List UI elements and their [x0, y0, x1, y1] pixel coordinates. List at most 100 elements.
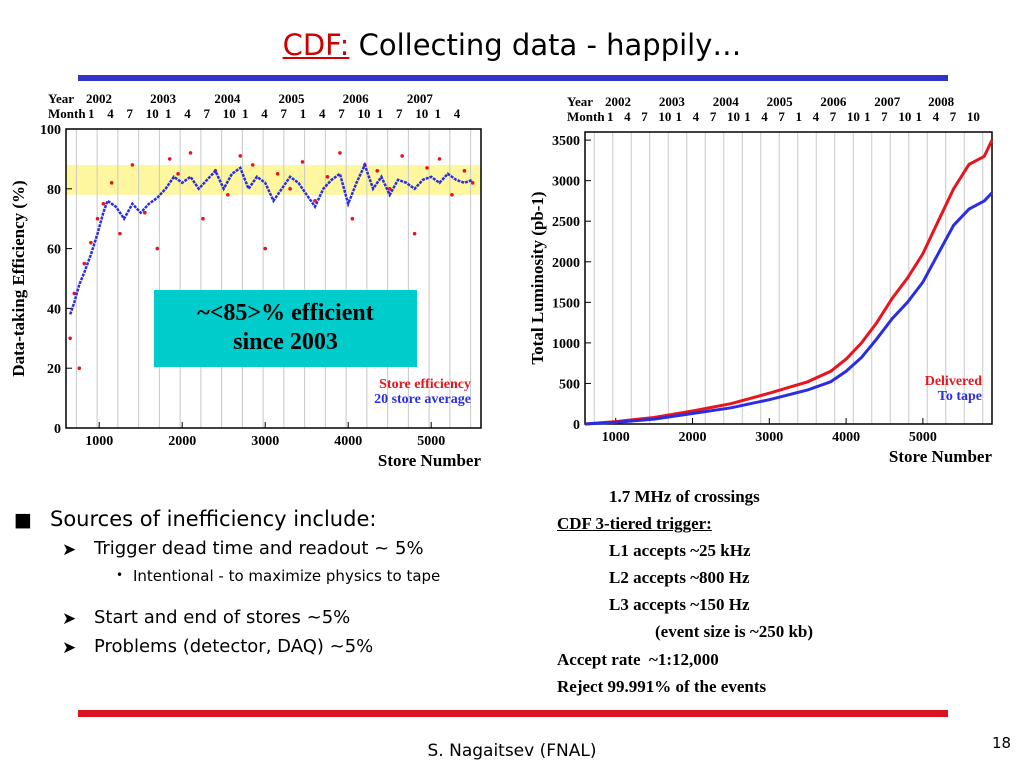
month-label: 4 [813, 109, 820, 124]
month-label: 1 [796, 109, 803, 124]
efficiency-point [450, 192, 454, 197]
month-label: 4 [761, 109, 768, 124]
arrow-bullet-icon: ➤ [62, 638, 77, 658]
month-label: 4 [184, 106, 191, 121]
y-axis-label: Data-taking Efficiency (%) [9, 180, 28, 376]
y-tick-label: 40 [47, 302, 61, 317]
efficiency-point [95, 216, 100, 221]
notes-l3: L3 accepts ~150 Hz [609, 595, 750, 614]
efficiency-point [77, 366, 82, 371]
x-tick-label: 1000 [85, 434, 113, 449]
series-line-secondary [69, 161, 474, 315]
efficiency-point [176, 172, 180, 176]
efficiency-point [263, 246, 268, 251]
arrow-bullet-icon: ➤ [62, 609, 77, 629]
notes-trigger-heading: CDF 3-tiered trigger: [557, 514, 712, 533]
series-line-primary [584, 139, 994, 426]
efficiency-point [68, 336, 72, 341]
x-tick-label: 4000 [334, 434, 362, 449]
y-tick-label: 80 [47, 183, 61, 198]
month-row-label: Month [48, 106, 86, 121]
x-tick-label: 4000 [832, 430, 860, 445]
efficiency-point [130, 163, 135, 167]
month-label: 7 [778, 109, 785, 124]
year-label: 2005 [767, 94, 794, 109]
month-label: 10 [658, 109, 671, 124]
month-label: 1 [864, 109, 871, 124]
efficiency-point [188, 151, 193, 155]
title-prefix: CDF: [282, 28, 350, 62]
title-rest: Collecting data - happily… [349, 28, 742, 62]
efficiency-point [375, 169, 380, 173]
y-tick-label: 2000 [552, 256, 580, 271]
month-label: 7 [338, 106, 345, 121]
month-label: 1 [88, 106, 95, 121]
month-label: 1 [377, 106, 384, 121]
bullet-square-icon: ■ [14, 509, 32, 531]
year-label: 2007 [874, 94, 901, 109]
month-label: 10 [146, 106, 159, 121]
efficiency-point [109, 181, 114, 185]
month-label: 7 [281, 106, 288, 121]
y-axis-label: Total Luminosity (pb-1) [528, 191, 547, 364]
footer-author: S. Nagaitsev (FNAL) [427, 741, 597, 761]
y-tick-label: 1000 [552, 337, 580, 352]
y-tick-label: 0 [54, 422, 61, 437]
efficiency-point [226, 192, 230, 197]
callout-line-1: ~<85>% efficient [197, 300, 374, 326]
callout-line-2: since 2003 [233, 329, 338, 355]
efficiency-point [118, 231, 122, 236]
year-label: 2002 [86, 91, 112, 106]
luminosity-chart: 0 500 1000 1500 2000 2500 3000 3500 1000 2000 3000… [528, 94, 994, 466]
month-label: 1 [676, 109, 683, 124]
month-label: 7 [950, 109, 957, 124]
month-label: 7 [710, 109, 717, 124]
notes-crossings: 1.7 MHz of crossings [609, 487, 760, 506]
y-tick-label: 3000 [552, 175, 580, 190]
month-label: 4 [693, 109, 700, 124]
month-label: 10 [415, 106, 428, 121]
series-line-secondary [584, 191, 994, 426]
efficiency-point [350, 216, 355, 221]
efficiency-point [288, 187, 292, 191]
efficiency-point [462, 169, 467, 173]
month-label: 7 [127, 106, 134, 121]
x-tick-label: 2000 [679, 430, 707, 445]
bullet-sub-2: Start and end of stores ~5% [94, 607, 351, 628]
year-label: 2004 [713, 94, 740, 109]
x-axis-label: Store Number [378, 451, 482, 470]
bullet-main: Sources of inefficiency include: [50, 507, 377, 531]
month-label: 7 [396, 106, 403, 121]
x-tick-label: 1000 [602, 430, 630, 445]
bullet-sub-3: Problems (detector, DAQ) ~5% [94, 636, 374, 657]
bottom-divider [78, 710, 948, 717]
year-label: 2006 [820, 94, 847, 109]
month-label: 10 [898, 109, 911, 124]
notes-accept-rate: Accept rate ~1:12,000 [557, 650, 719, 669]
efficiency-point [313, 198, 317, 203]
efficiency-point [412, 231, 417, 236]
month-label: 4 [454, 106, 461, 121]
efficiency-point [201, 216, 205, 221]
efficiency-point [325, 175, 330, 179]
efficiency-point [437, 157, 442, 161]
month-label: 1 [300, 106, 307, 121]
month-row-label: Month [567, 109, 605, 124]
y-tick-label: 0 [573, 418, 580, 433]
efficiency-point [250, 163, 255, 167]
target-band [66, 164, 481, 195]
y-tick-label: 100 [40, 123, 61, 138]
y-tick-label: 3500 [552, 134, 580, 149]
efficiency-point [155, 246, 160, 251]
top-divider [78, 75, 948, 81]
x-tick-label: 3000 [755, 430, 783, 445]
y-tick-label: 60 [47, 243, 61, 258]
x-tick-label: 2000 [168, 434, 196, 449]
legend-entry: Delivered [925, 374, 982, 389]
year-label: 2006 [343, 91, 370, 106]
x-axis-label: Store Number [889, 447, 993, 466]
month-label: 10 [727, 109, 740, 124]
plot-frame [65, 128, 482, 429]
year-row-label: Year [567, 94, 593, 109]
